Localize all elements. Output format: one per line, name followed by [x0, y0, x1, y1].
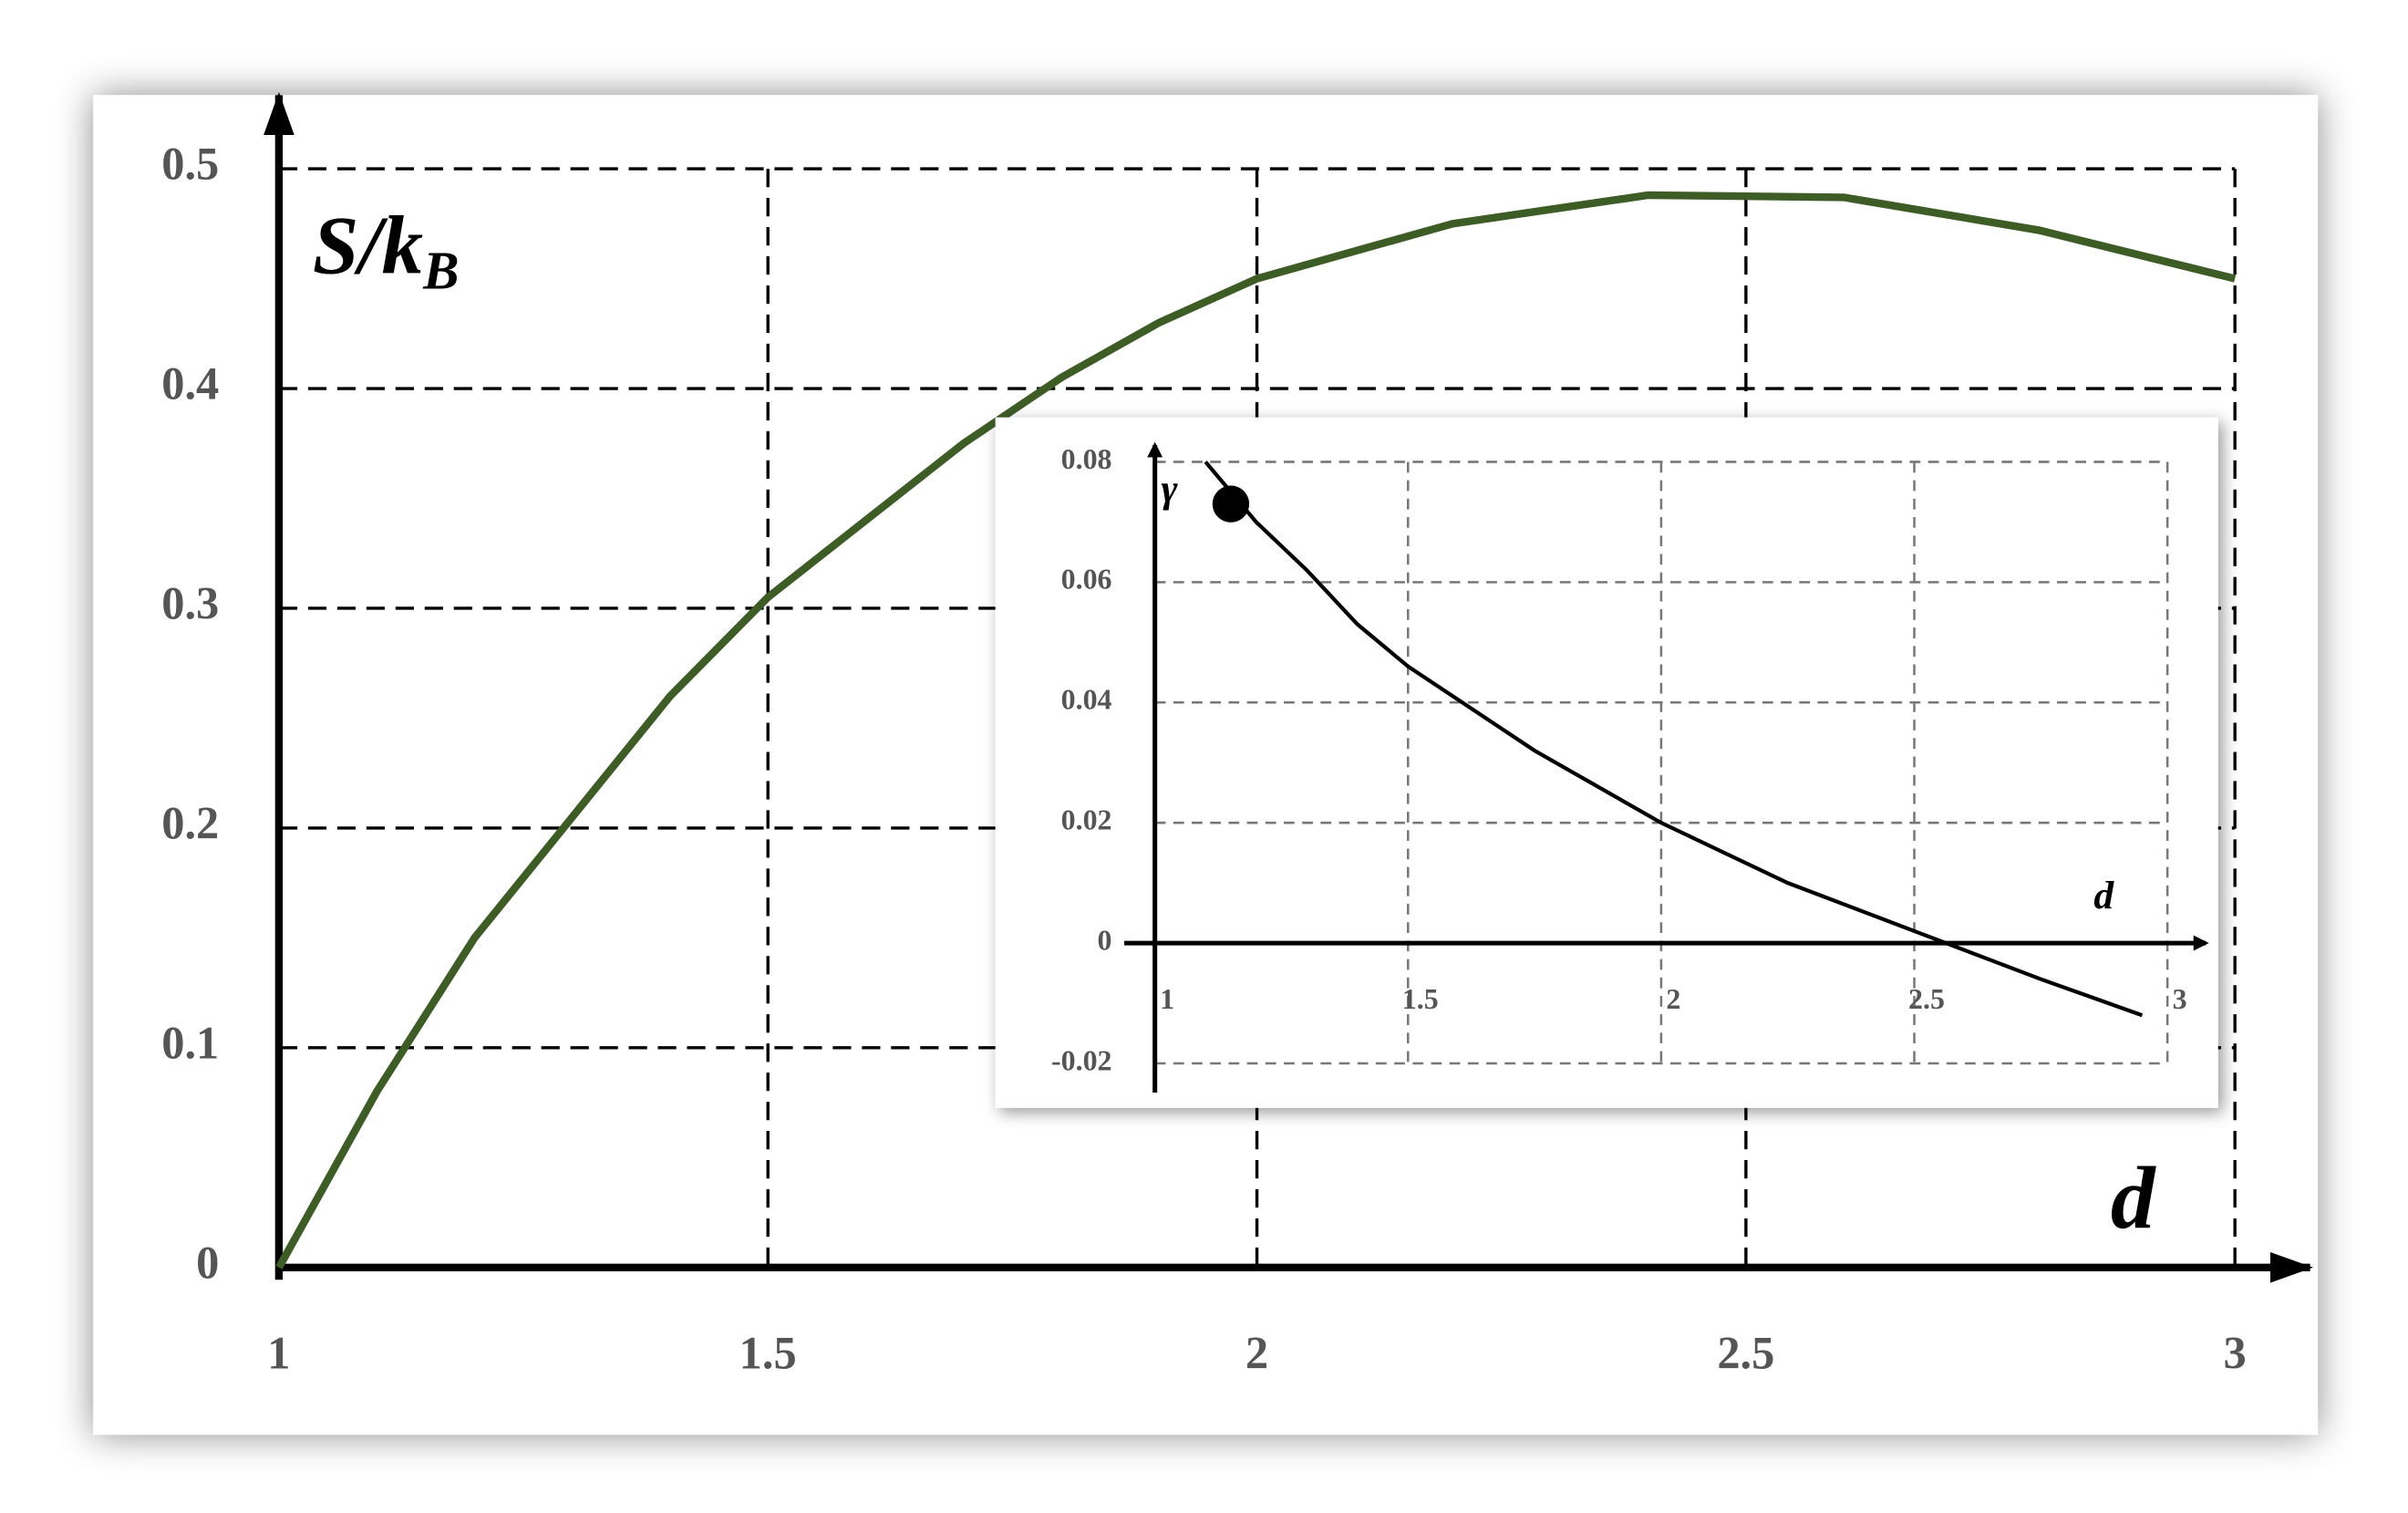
- x-tick-label: 3: [2224, 1328, 2247, 1379]
- y-tick-label: 0.5: [161, 139, 219, 190]
- x-tick-label: 3: [2173, 983, 2187, 1015]
- y-tick-label: 0.08: [1061, 443, 1112, 475]
- x-tick-label: 2.5: [1717, 1328, 1774, 1379]
- inset-frame: [995, 417, 2218, 1108]
- x-axis-label: d: [2093, 874, 2114, 917]
- y-tick-label: 0.06: [1061, 564, 1112, 596]
- y-tick-label: 0.3: [161, 578, 219, 629]
- main-chart: 00.10.20.30.40.51 1.5 2 2.5 3S/kBd: [161, 91, 2313, 1379]
- y-tick-label: 0.04: [1061, 684, 1112, 716]
- x-tick-label: 2: [1666, 983, 1680, 1015]
- y-tick-label: 0.1: [161, 1017, 219, 1068]
- x-tick-label: 2.5: [1908, 983, 1945, 1015]
- y-tick-label: 0: [196, 1237, 219, 1288]
- data-line: [275, 191, 2237, 1269]
- marker-point: [1212, 485, 1250, 523]
- x-axis-label: d: [2111, 1149, 2156, 1248]
- y-axis-label-main: S/k: [313, 199, 423, 291]
- y-tick-label: 0.2: [161, 797, 219, 848]
- y-axis-label: γ: [1161, 467, 1178, 511]
- x-tick-label: 1: [1160, 983, 1174, 1015]
- x-tick-label: 2: [1245, 1328, 1268, 1379]
- inset-chart: -0.02 0 0.02 0.04 0.06 0.08 1 1.5 2 2.5 3 γ d: [1051, 441, 2209, 1093]
- y-axis-label: S/kB: [313, 199, 460, 300]
- y-tick-label: 0: [1098, 924, 1112, 956]
- x-tick-label: 1.5: [739, 1328, 797, 1379]
- data-line: [1204, 461, 2144, 1018]
- y-tick-label: 0.4: [161, 358, 219, 409]
- x-tick-label: 1: [267, 1328, 290, 1379]
- x-tick-label: 1.5: [1402, 983, 1439, 1015]
- y-tick-label: -0.02: [1051, 1044, 1112, 1076]
- y-tick-label: 0.02: [1061, 804, 1112, 836]
- y-axis-label-sub: B: [422, 240, 459, 300]
